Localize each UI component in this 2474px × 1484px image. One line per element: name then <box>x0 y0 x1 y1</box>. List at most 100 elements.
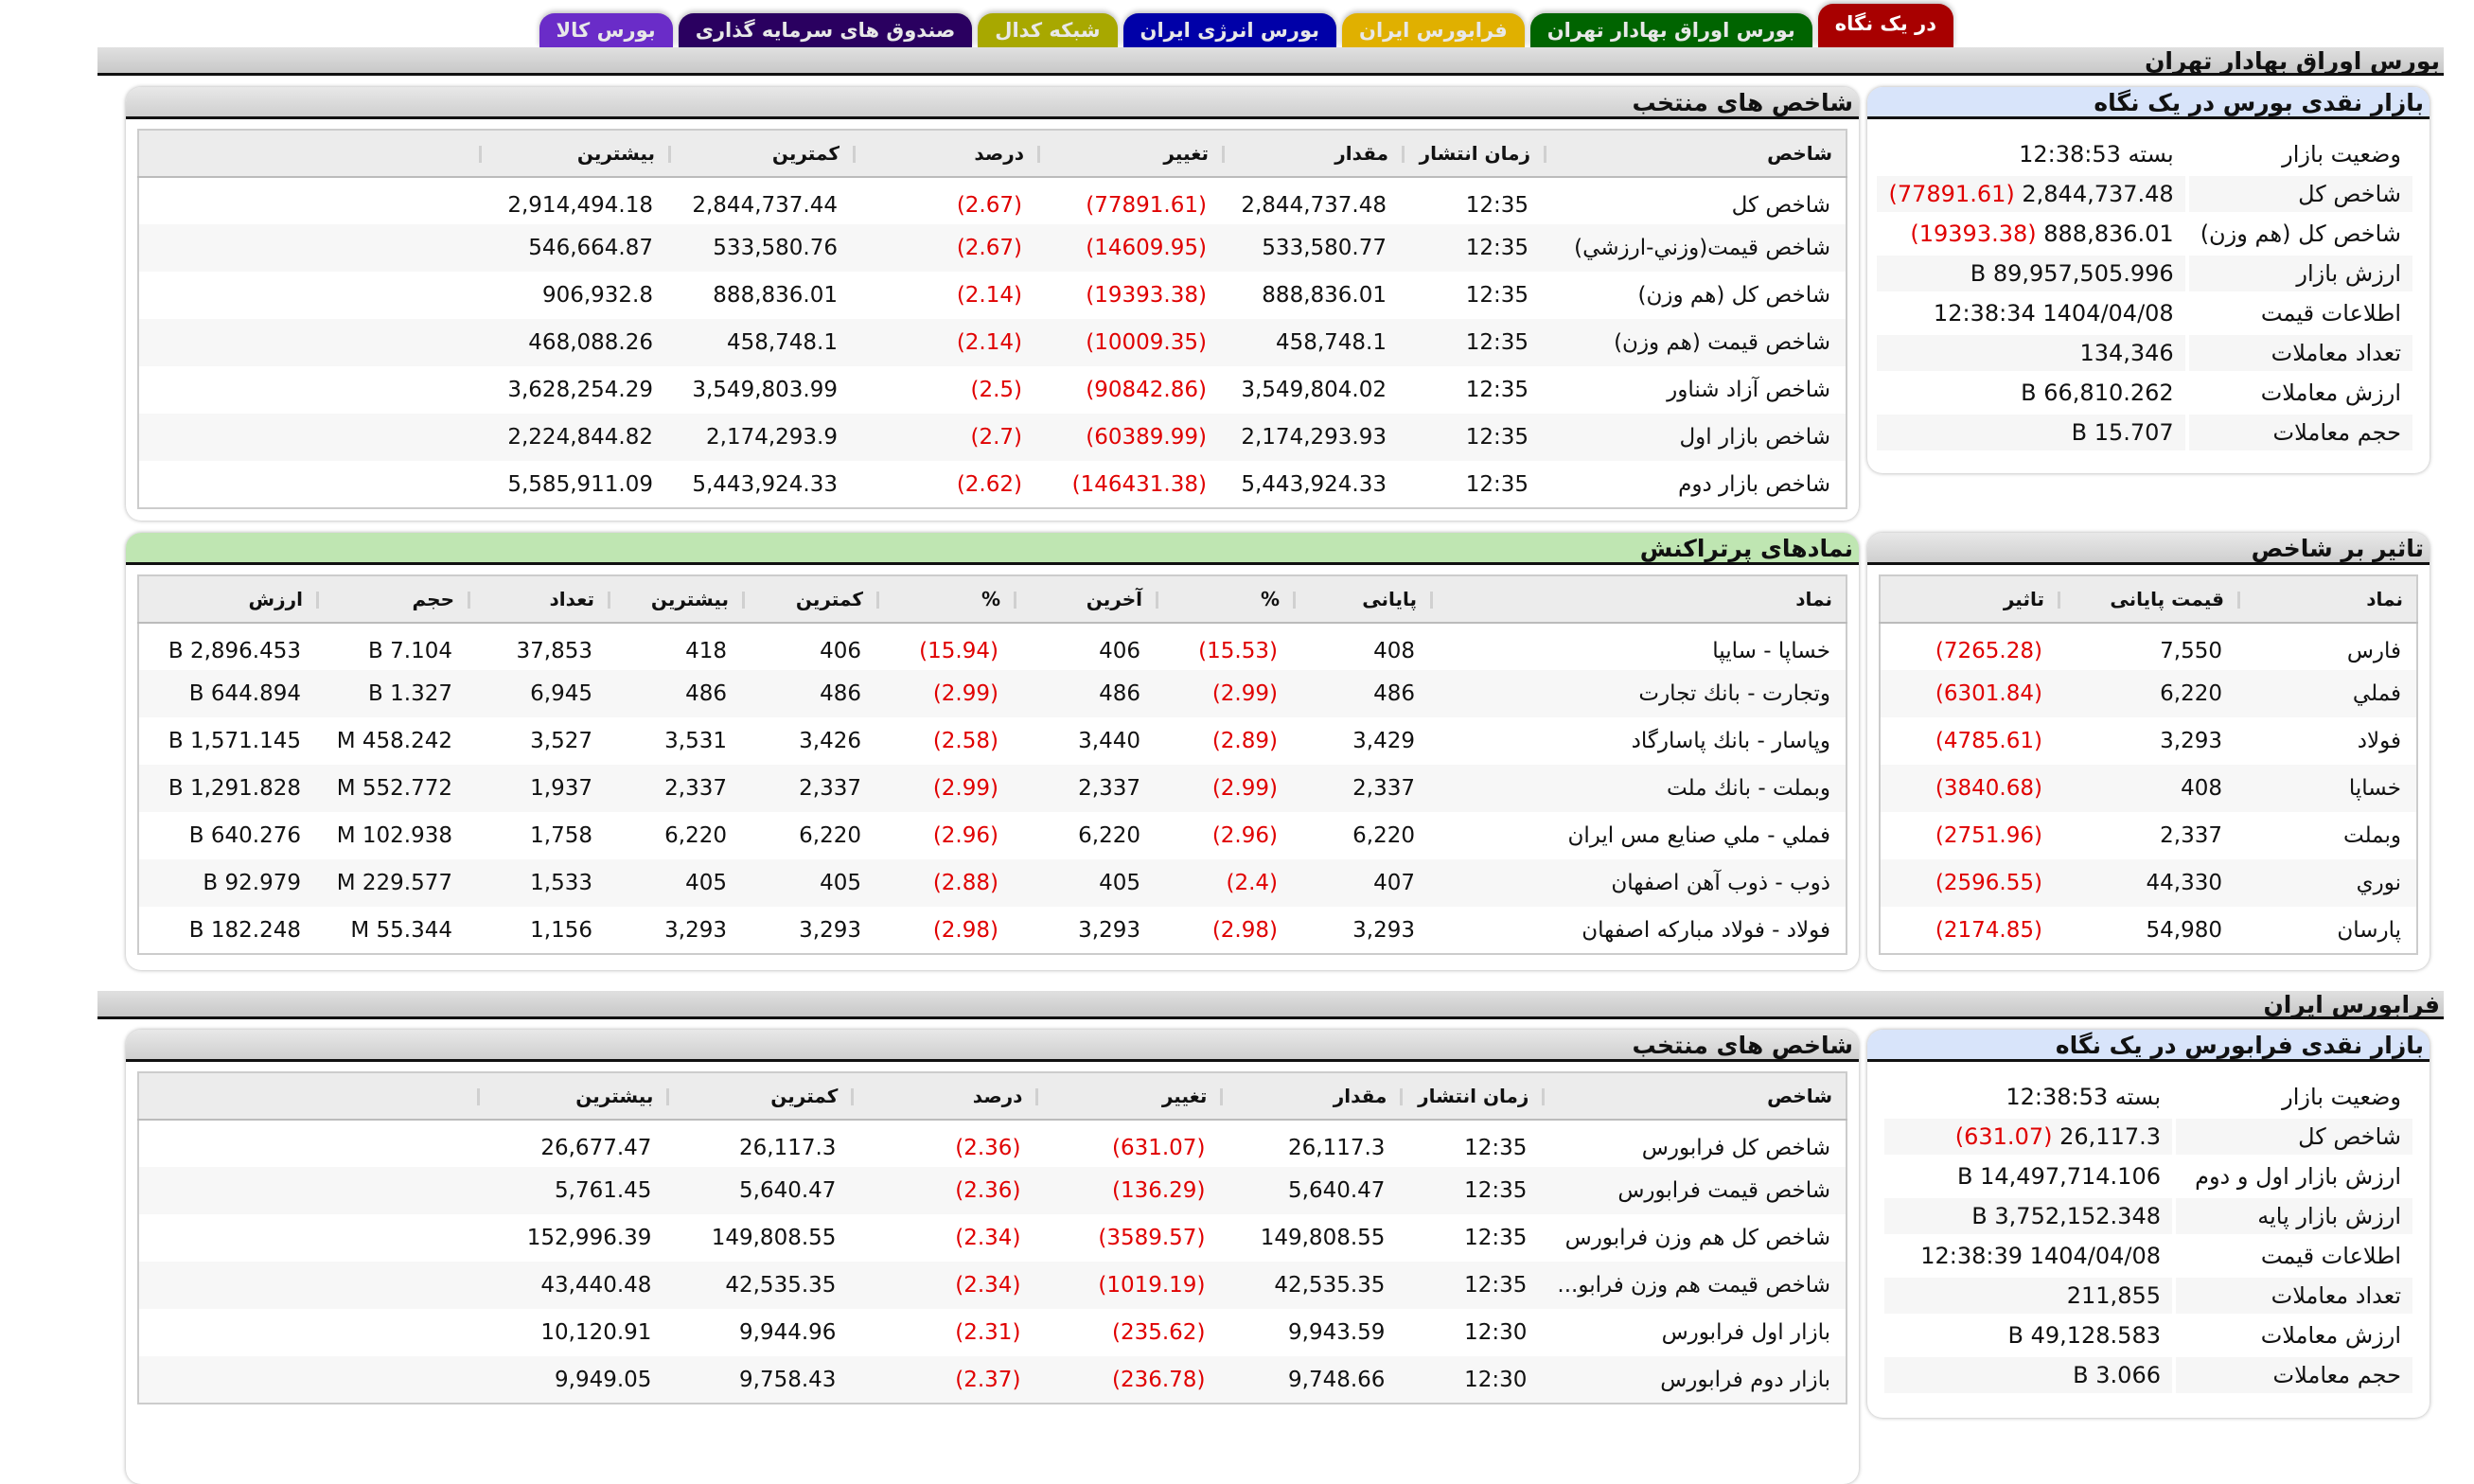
index-row[interactable]: بازار دوم فرابورس 12:30 9,748.66 (236.78) (2… <box>138 1356 1847 1404</box>
info-value: 49,128.583 B <box>1884 1317 2172 1353</box>
tab-0[interactable]: در یک نگاه <box>1817 4 1953 47</box>
row-name[interactable]: خساپا - سايپا <box>1712 638 1830 663</box>
column-header[interactable]: پایانی <box>1293 575 1430 624</box>
cell: 12:35 <box>1465 471 1529 497</box>
row-name[interactable]: شاخص کل <box>1731 192 1830 218</box>
info-row: وضعیت بازار بسته 12:38:53 <box>1877 136 2412 172</box>
tab-1[interactable]: بورس اوراق بهادار تهران <box>1529 13 1812 47</box>
column-header[interactable]: ارزش <box>138 575 316 624</box>
symbol-row[interactable]: وتجارت - بانك تجارت 486 (2.99) 486 (2.99) 486… <box>138 670 1847 717</box>
row-name[interactable]: وبملت - بانك ملت <box>1430 765 1847 812</box>
index-row[interactable]: شاخص کل هم وزن فرابورس 12:35 149,808.55 (35… <box>138 1214 1847 1262</box>
row-name[interactable]: شاخص بازار اول <box>1544 414 1847 461</box>
column-header[interactable]: مقدار <box>1222 130 1402 178</box>
row-name[interactable]: شاخص قیمت(وزني-ارزشي) <box>1544 224 1847 272</box>
row-name[interactable]: شاخص قیمت فرابورس <box>1542 1167 1847 1214</box>
index-row[interactable]: شاخص کل فرابورس 12:35 26,117.3 (631.07) (2.3… <box>138 1120 1847 1167</box>
column-header[interactable]: حجم <box>316 575 468 624</box>
row-name[interactable]: شاخص بازار دوم <box>1678 471 1830 497</box>
info-value: 2,844,737.48 (77891.61) <box>1877 176 2185 212</box>
column-header[interactable]: کمترین <box>742 575 876 624</box>
column-header[interactable]: تغییر <box>1035 1072 1221 1121</box>
tab-4[interactable]: شبکه کدال <box>978 13 1118 47</box>
column-header[interactable]: بیشترین <box>477 1072 667 1121</box>
row-name[interactable]: فملي <box>2237 670 2417 717</box>
impact-row[interactable]: پارسان 54,980 (2174.85) <box>1880 907 2417 954</box>
row-name[interactable]: شاخص آزاد شناور <box>1667 378 1830 402</box>
row-name[interactable]: پارسان <box>2337 917 2401 943</box>
column-header[interactable]: شاخص <box>1542 1072 1847 1121</box>
row-name[interactable]: شاخص کل هم وزن فرابورس <box>1564 1226 1830 1250</box>
row-name[interactable]: شاخص کل فرابورس <box>1641 1135 1830 1160</box>
row-name[interactable]: فارس <box>2346 638 2401 663</box>
cell: 1,937 <box>468 765 608 812</box>
row-name[interactable]: فولاد - فولاد مباركه اصفهان <box>1582 917 1830 943</box>
index-row[interactable]: شاخص قیمت (هم وزن) 12:35 458,748.1 (10009.3… <box>138 319 1847 366</box>
row-name[interactable]: خساپا <box>2237 765 2417 812</box>
cell: 2,337 <box>1293 765 1430 812</box>
index-row[interactable]: شاخص قیمت فرابورس 12:35 5,640.47 (136.29) (2… <box>138 1167 1847 1214</box>
row-name[interactable]: بازار اول فرابورس <box>1661 1320 1830 1345</box>
column-header[interactable]: آخرین <box>1014 575 1156 624</box>
row-name[interactable]: بازار دوم فرابورس <box>1542 1356 1847 1404</box>
row-name[interactable]: شاخص کل (هم وزن) <box>1637 283 1830 308</box>
column-header[interactable]: کمترین <box>666 1072 852 1121</box>
column-header[interactable]: تعداد <box>468 575 608 624</box>
impact-row[interactable]: نوري 44,330 (2596.55) <box>1880 859 2417 907</box>
row-name[interactable]: ذوب - ذوب آهن اصفهان <box>1430 859 1847 907</box>
index-row[interactable]: شاخص بازار اول 12:35 2,174,293.93 (60389.99… <box>138 414 1847 461</box>
symbol-row[interactable]: خساپا - سايپا 408 (15.53) 406 (15.94) 406 418 3… <box>138 623 1847 670</box>
column-header[interactable]: نماد <box>1430 575 1847 624</box>
index-row[interactable]: شاخص قیمت(وزني-ارزشي) 12:35 533,580.77 (146… <box>138 224 1847 272</box>
symbol-row[interactable]: فملي - ملي صنايع مس ايران 6,220 (2.96) 6,22… <box>138 812 1847 859</box>
column-header[interactable]: تغییر <box>1037 130 1222 178</box>
column-header[interactable]: درصد <box>853 130 1037 178</box>
row-name[interactable]: وتجارت - بانك تجارت <box>1430 670 1847 717</box>
cell: (2.36) <box>955 1135 1021 1160</box>
column-header[interactable]: % <box>1156 575 1293 624</box>
tab-3[interactable]: بورس انرژی ایران <box>1122 13 1337 47</box>
symbol-row[interactable]: وبملت - بانك ملت 2,337 (2.99) 2,337 (2.99) 2,… <box>138 765 1847 812</box>
index-row[interactable]: شاخص کل (هم وزن) 12:35 888,836.01 (19393.38… <box>138 272 1847 319</box>
impact-row[interactable]: فولاد 3,293 (4785.61) <box>1880 717 2417 765</box>
column-header[interactable]: مقدار <box>1220 1072 1401 1121</box>
cell <box>138 177 479 224</box>
column-header[interactable]: درصد <box>851 1072 1036 1121</box>
column-header[interactable]: بیشترین <box>479 130 668 178</box>
tab-6[interactable]: بورس کالا <box>539 13 673 47</box>
symbol-row[interactable]: وپاسار - بانك پاسارگاد 3,429 (2.89) 3,440 (2… <box>138 717 1847 765</box>
row-name[interactable]: شاخص قیمت هم وزن فرابو... <box>1542 1262 1847 1309</box>
cell: 405 <box>742 859 876 907</box>
column-header[interactable]: بیشترین <box>608 575 742 624</box>
column-header[interactable]: زمان انتشار <box>1400 1072 1543 1121</box>
row-name[interactable]: نوري <box>2237 859 2417 907</box>
row-name[interactable]: وپاسار - بانك پاسارگاد <box>1631 729 1830 753</box>
column-header[interactable]: شاخص <box>1544 130 1847 178</box>
index-row[interactable]: شاخص آزاد شناور 12:35 3,549,804.02 (90842.8… <box>138 366 1847 414</box>
row-name[interactable]: فملي - ملي صنايع مس ايران <box>1567 823 1830 848</box>
row-name[interactable]: وبملت <box>2342 823 2401 848</box>
index-row[interactable]: بازار اول فرابورس 12:30 9,943.59 (235.62) (2… <box>138 1309 1847 1356</box>
row-name[interactable]: فولاد <box>2357 729 2401 753</box>
column-header[interactable]: زمان انتشار <box>1402 130 1544 178</box>
index-row[interactable]: شاخص بازار دوم 12:35 5,443,924.33 (146431.3… <box>138 461 1847 508</box>
impact-row[interactable]: وبملت 2,337 (2751.96) <box>1880 812 2417 859</box>
symbol-row[interactable]: ذوب - ذوب آهن اصفهان 407 (2.4) 405 (2.88) 405… <box>138 859 1847 907</box>
column-header[interactable]: % <box>876 575 1014 624</box>
tab-5[interactable]: صندوق های سرمایه گذاری <box>678 13 973 47</box>
column-header[interactable]: کمترین <box>668 130 853 178</box>
column-header[interactable]: تاثیر <box>1880 575 2058 624</box>
row-name[interactable]: شاخص قیمت (هم وزن) <box>1544 319 1847 366</box>
symbol-row[interactable]: فولاد - فولاد مباركه اصفهان 3,293 (2.98) 3,… <box>138 907 1847 954</box>
impact-row[interactable]: خساپا 408 (3840.68) <box>1880 765 2417 812</box>
index-row[interactable]: شاخص کل 12:35 2,844,737.48 (77891.61) (2.67)… <box>138 177 1847 224</box>
impact-row[interactable]: فملي 6,220 (6301.84) <box>1880 670 2417 717</box>
column-header[interactable] <box>138 1072 478 1121</box>
impact-row[interactable]: فارس 7,550 (7265.28) <box>1880 623 2417 670</box>
index-row[interactable]: شاخص قیمت هم وزن فرابو... 12:35 42,535.35(… <box>138 1262 1847 1309</box>
column-header[interactable]: نماد <box>2237 575 2417 624</box>
info-row: شاخص کل 26,117.3 (631.07) <box>1884 1119 2412 1155</box>
column-header[interactable]: قیمت پایانی <box>2058 575 2237 624</box>
column-header[interactable] <box>138 130 479 178</box>
tab-2[interactable]: فرابورس ایران <box>1342 13 1525 47</box>
